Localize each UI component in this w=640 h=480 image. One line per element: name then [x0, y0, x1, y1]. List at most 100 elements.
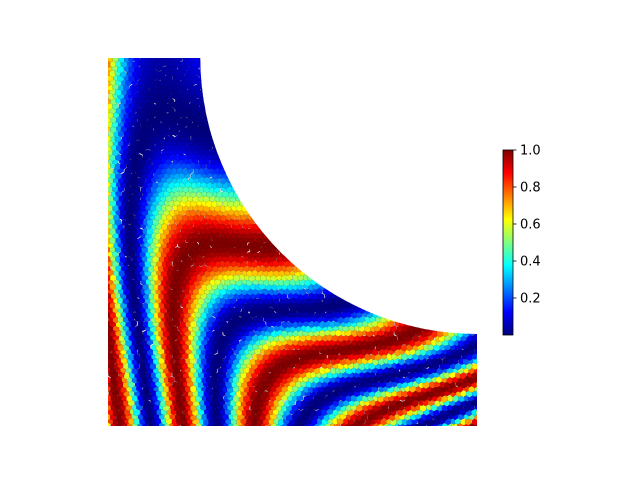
field-cell	[211, 124, 219, 133]
field-cell	[425, 320, 432, 329]
field-cell	[415, 319, 423, 328]
field-cell	[232, 180, 239, 189]
field-cell	[143, 399, 151, 408]
field-cell	[184, 58, 191, 59]
field-cell	[168, 135, 176, 143]
field-cell	[411, 399, 419, 408]
field-cell	[214, 139, 222, 148]
field-cell	[108, 167, 114, 176]
field-cell	[345, 292, 353, 301]
field-cell	[419, 404, 427, 412]
field-cell	[449, 324, 456, 332]
field-cell	[432, 409, 440, 417]
field-cell	[433, 324, 441, 332]
field-cell	[387, 310, 394, 318]
field-cell	[162, 58, 170, 59]
field-cell	[356, 302, 364, 310]
field-cell	[375, 306, 382, 314]
field-cell	[422, 381, 430, 390]
field-cell	[323, 282, 331, 290]
field-cell	[329, 283, 336, 291]
field-cell	[108, 376, 111, 384]
field-cell	[291, 255, 298, 263]
colorbar-gradient	[502, 149, 514, 336]
colorbar-ticks: 0.2 0.4 0.6 0.8 1.0	[513, 144, 541, 307]
colorbar-tick-label: 0.8	[520, 181, 541, 196]
field-cell	[203, 63, 211, 72]
field-cell	[169, 58, 177, 59]
field-cell	[216, 134, 224, 142]
field-cell	[174, 58, 181, 59]
field-cell	[475, 380, 477, 389]
field-cell	[204, 93, 211, 101]
field-cell	[205, 107, 213, 115]
field-cell	[137, 58, 145, 59]
field-cell	[471, 362, 477, 371]
field-cell	[167, 376, 175, 384]
colorbar-tick-label: 0.2	[520, 292, 541, 307]
field-cell	[200, 58, 208, 59]
field-cell	[367, 300, 375, 309]
field-cell	[209, 120, 216, 128]
field-cell	[195, 422, 203, 426]
field-cell	[475, 398, 477, 406]
field-cell	[201, 69, 209, 77]
field-cell	[206, 87, 214, 95]
field-cell	[111, 51, 117, 58]
field-cell	[121, 58, 129, 59]
field-cell	[390, 315, 398, 323]
field-cell	[288, 249, 296, 258]
field-cell	[220, 157, 228, 166]
colorbar: 0.2 0.4 0.6 0.8 1.0	[502, 144, 541, 336]
field-cell	[358, 306, 366, 314]
field-cell	[444, 324, 452, 333]
field-cell	[361, 301, 369, 310]
field-cell	[147, 58, 155, 59]
field-cell	[301, 265, 310, 273]
field-cell	[276, 236, 283, 245]
field-cell	[282, 245, 289, 255]
field-cell	[105, 51, 111, 58]
field-cell	[398, 311, 406, 320]
field-cell	[353, 296, 360, 305]
field-cell	[476, 353, 477, 361]
field-cell	[467, 328, 475, 336]
field-cell	[436, 319, 444, 328]
colorbar-tick-label: 0.6	[520, 218, 541, 233]
field-cell	[250, 213, 258, 222]
field-cell	[267, 231, 275, 239]
field-plot	[105, 51, 484, 426]
field-cell	[152, 58, 160, 59]
field-cell	[476, 333, 477, 341]
field-cell	[396, 315, 404, 323]
field-cell	[310, 268, 317, 277]
field-cell	[476, 324, 477, 333]
field-cell	[208, 110, 216, 119]
field-cell	[420, 319, 428, 328]
field-cell	[430, 320, 438, 328]
field-cell	[215, 129, 222, 137]
field-cell	[478, 343, 484, 351]
field-cell	[435, 357, 443, 366]
field-cell	[464, 417, 472, 426]
field-cell	[279, 240, 287, 249]
field-cell	[455, 324, 463, 333]
field-cell	[312, 273, 320, 282]
field-cell	[337, 287, 345, 295]
field-cell	[179, 58, 187, 59]
field-cell	[394, 311, 402, 320]
field-cell	[400, 315, 408, 324]
field-cell	[304, 268, 312, 277]
field-cell	[190, 58, 198, 59]
colorbar-tick-label: 1.0	[520, 144, 541, 159]
field-cell	[235, 186, 243, 194]
field-cell	[248, 208, 256, 217]
field-cell	[295, 259, 303, 268]
field-cell	[270, 236, 278, 244]
field-cell	[133, 352, 141, 361]
field-cell	[460, 325, 467, 333]
field-cell	[466, 325, 473, 333]
field-cell	[202, 83, 210, 92]
field-cell	[259, 217, 267, 226]
field-cell	[241, 194, 248, 203]
